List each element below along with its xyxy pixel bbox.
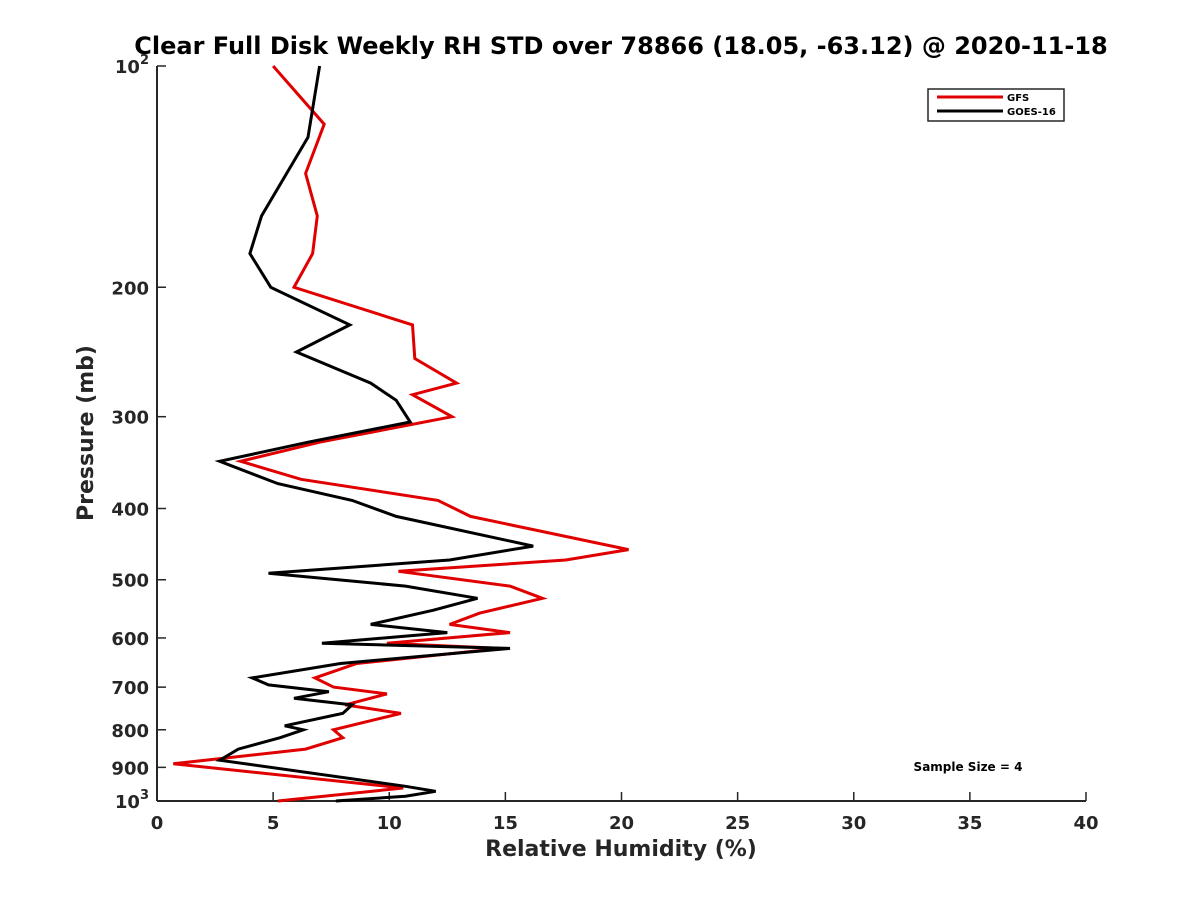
sample-size-annotation: Sample Size = 4 bbox=[914, 760, 1023, 774]
series-line-gfs bbox=[173, 65, 629, 803]
legend-goes16-label: GOES-16 bbox=[1007, 107, 1056, 118]
legend-box bbox=[927, 88, 1065, 122]
x-tick-label: 30 bbox=[841, 813, 866, 834]
series-lines bbox=[173, 65, 629, 803]
y-tick-label: 103 bbox=[115, 788, 149, 813]
y-axis-label: Pressure (mb) bbox=[74, 345, 99, 521]
x-tick-label: 35 bbox=[957, 813, 982, 834]
y-tick-label: 300 bbox=[111, 408, 149, 429]
legend-gfs-label: GFS bbox=[1007, 93, 1029, 104]
x-ticks: 0 5 10 15 20 25 30 35 40 bbox=[151, 792, 1099, 834]
y-tick-exponent: 2 bbox=[140, 53, 149, 68]
y-tick-label: 900 bbox=[111, 758, 149, 779]
y-tick-label: 600 bbox=[111, 629, 149, 650]
chart-title: Clear Full Disk Weekly RH STD over 78866… bbox=[134, 32, 1107, 60]
x-tick-label: 15 bbox=[493, 813, 518, 834]
x-tick-label: 40 bbox=[1073, 813, 1098, 834]
legend: GFS GOES-16 bbox=[927, 88, 1065, 122]
x-tick-label: 20 bbox=[609, 813, 634, 834]
x-axis-label: Relative Humidity (%) bbox=[485, 837, 757, 862]
y-tick-label: 800 bbox=[111, 721, 149, 742]
x-tick-label: 0 bbox=[151, 813, 164, 834]
x-tick-label: 10 bbox=[377, 813, 402, 834]
y-tick-label: 200 bbox=[111, 278, 149, 299]
y-tick-label: 400 bbox=[111, 500, 149, 521]
series-line-goes-16 bbox=[214, 65, 534, 803]
y-tick-base: 10 bbox=[115, 792, 140, 813]
y-tick-label: 700 bbox=[111, 678, 149, 699]
plot-area bbox=[156, 66, 1086, 802]
x-tick-label: 25 bbox=[725, 813, 750, 834]
y-tick-exponent: 3 bbox=[140, 788, 149, 803]
y-tick-base: 10 bbox=[115, 57, 140, 78]
y-tick-label: 102 bbox=[115, 53, 149, 78]
y-tick-label: 500 bbox=[111, 571, 149, 592]
x-tick-label: 5 bbox=[267, 813, 280, 834]
